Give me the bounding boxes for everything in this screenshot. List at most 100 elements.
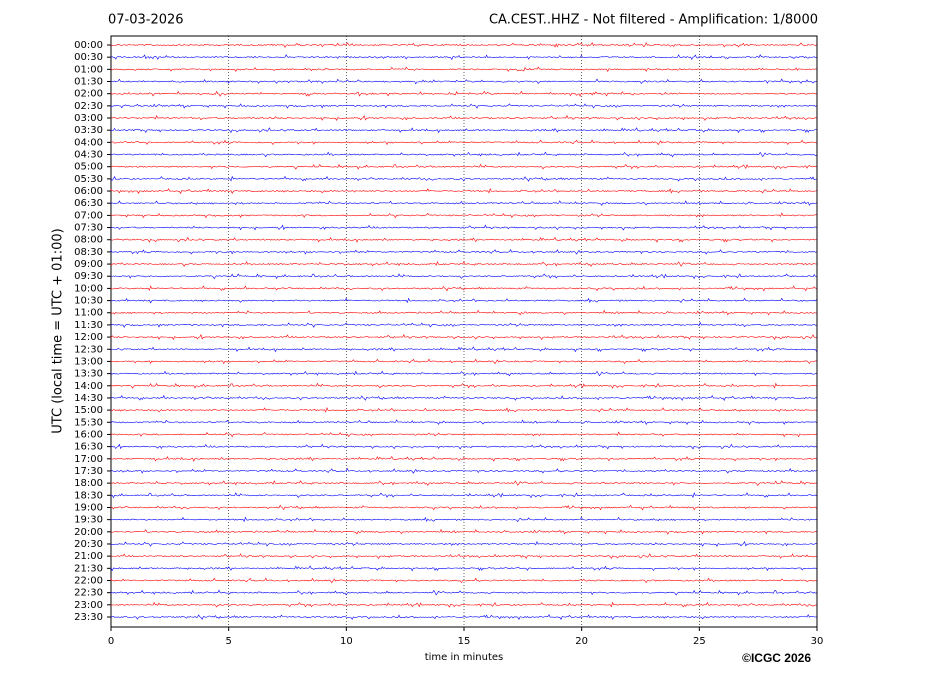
y-tick-label: 00:30: [74, 52, 103, 63]
y-tick-label: 20:30: [74, 539, 103, 550]
chart-date: 07-03-2026: [108, 13, 184, 28]
trace: [110, 589, 817, 596]
credit: ©ICGC 2026: [742, 651, 811, 665]
x-tick-label: 25: [693, 636, 706, 647]
trace: [110, 236, 817, 243]
trace: [110, 407, 817, 413]
y-tick-label: 10:00: [74, 283, 103, 294]
y-tick-label: 09:30: [74, 271, 103, 282]
y-tick-label: 14:00: [74, 381, 103, 392]
x-tick-label: 0: [108, 636, 114, 647]
y-tick-label: 18:00: [74, 478, 103, 489]
y-tick-label: 17:00: [74, 454, 103, 465]
trace: [110, 54, 817, 61]
trace: [110, 187, 817, 195]
y-tick-label: 09:00: [74, 259, 103, 270]
plot-frame: [110, 35, 818, 628]
y-tick-label: 22:00: [74, 575, 103, 586]
trace: [110, 224, 817, 231]
trace: [110, 309, 817, 316]
trace: [110, 297, 817, 304]
y-tick-label: 14:30: [74, 393, 103, 404]
trace: [110, 601, 817, 608]
y-tick-label: 08:30: [74, 247, 103, 258]
y-tick-label: 02:30: [74, 101, 103, 112]
y-tick-label: 21:00: [74, 551, 103, 562]
y-tick-label: 05:00: [74, 162, 103, 173]
trace: [110, 614, 817, 620]
x-tick-label: 20: [575, 636, 588, 647]
y-tick-label: 22:30: [74, 588, 103, 599]
trace: [110, 78, 817, 85]
y-tick-label: 16:30: [74, 442, 103, 453]
trace: [110, 528, 817, 535]
x-tick-label: 30: [811, 636, 824, 647]
trace: [110, 516, 817, 523]
x-axis-label: time in minutes: [425, 652, 504, 663]
trace: [110, 200, 817, 206]
y-tick-label: 13:30: [74, 369, 103, 380]
x-tick-label: 15: [458, 636, 471, 647]
y-tick-label: 17:30: [74, 466, 103, 477]
y-tick-label: 15:30: [74, 417, 103, 428]
y-tick-label: 04:30: [74, 150, 103, 161]
y-tick-label: 19:30: [74, 515, 103, 526]
y-tick-label: 00:00: [74, 40, 103, 51]
y-tick-label: 16:00: [74, 429, 103, 440]
y-tick-label: 01:30: [74, 77, 103, 88]
trace: [110, 114, 817, 121]
y-tick-label: 12:00: [74, 332, 103, 343]
y-tick-label: 07:30: [74, 223, 103, 234]
y-tick-label: 06:30: [74, 198, 103, 209]
y-tick-label: 18:30: [74, 490, 103, 501]
y-tick-label: 12:30: [74, 344, 103, 355]
y-tick-label: 01:00: [74, 64, 103, 75]
trace: [110, 66, 817, 73]
trace: [110, 565, 817, 572]
y-tick-label: 04:00: [74, 137, 103, 148]
trace: [110, 346, 817, 353]
trace: [110, 358, 817, 365]
y-tick-label: 05:30: [74, 174, 103, 185]
y-tick-label: 03:00: [74, 113, 103, 124]
trace: [110, 90, 817, 97]
trace: [110, 285, 817, 292]
trace: [110, 553, 817, 560]
y-tick-label: 06:00: [74, 186, 103, 197]
trace: [110, 382, 817, 389]
trace: [110, 577, 817, 584]
trace: [110, 273, 817, 280]
trace: [110, 261, 817, 267]
y-tick-label: 15:00: [74, 405, 103, 416]
trace: [110, 455, 817, 462]
y-tick-label: 08:00: [74, 235, 103, 246]
trace: [110, 370, 817, 377]
trace: [110, 103, 817, 109]
x-tick-label: 5: [225, 636, 231, 647]
y-tick-label: 11:00: [74, 308, 103, 319]
y-tick-label: 13:00: [74, 356, 103, 367]
trace: [110, 419, 817, 426]
trace: [110, 431, 817, 438]
trace: [110, 492, 817, 499]
trace: [110, 248, 817, 255]
chart-title: CA.CEST..HHZ - Not filtered - Amplificat…: [489, 13, 818, 28]
trace: [110, 468, 817, 474]
y-tick-label: 21:30: [74, 563, 103, 574]
trace: [110, 443, 817, 450]
trace: [110, 540, 817, 547]
trace: [110, 321, 817, 328]
y-tick-label: 23:00: [74, 600, 103, 611]
y-tick-label: 23:30: [74, 612, 103, 623]
y-tick-label: 20:00: [74, 527, 103, 538]
y-tick-label: 07:00: [74, 210, 103, 221]
y-tick-label: 11:30: [74, 320, 103, 331]
trace: [110, 175, 817, 182]
trace: [110, 139, 817, 146]
y-tick-label: 10:30: [74, 296, 103, 307]
y-tick-label: 19:00: [74, 502, 103, 513]
trace: [110, 480, 817, 487]
y-tick-label: 03:30: [74, 125, 103, 136]
